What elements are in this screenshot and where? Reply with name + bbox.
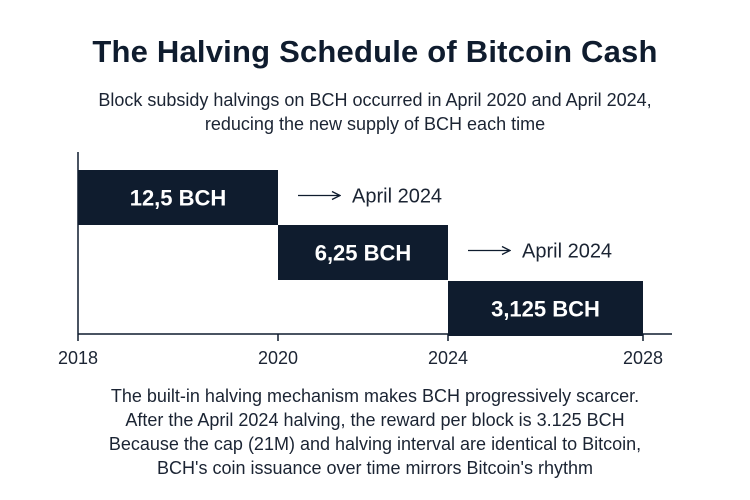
halving-bar: [78, 170, 278, 225]
arrow-annotation: April 2024: [522, 241, 612, 263]
subtitle-line: reducing the new supply of BCH each time: [204, 114, 546, 134]
caption-line: BCH's coin issuance over time mirrors Bi…: [157, 458, 593, 478]
page-title: The Halving Schedule of Bitcoin Cash: [92, 34, 658, 69]
bar-value-label: 3,125 BCH: [491, 297, 600, 322]
caption-line: The built-in halving mechanism makes BCH…: [110, 386, 640, 406]
bar-value-label: 12,5 BCH: [130, 186, 227, 211]
x-tick-label: 2028: [623, 348, 663, 368]
x-tick-label: 2018: [58, 348, 98, 368]
caption-line: After the April 2024 halving, the reward…: [125, 410, 625, 430]
bar-value-label: 6,25 BCH: [315, 241, 412, 266]
subtitle-line: Block subsidy halvings on BCH occurred i…: [98, 90, 652, 110]
page-subtitle: Block subsidy halvings on BCH occurred i…: [60, 88, 690, 136]
halving-bar: [448, 281, 643, 336]
halving-bar: [278, 225, 448, 280]
caption-line: Because the cap (21M) and halving interv…: [108, 434, 642, 454]
x-tick-label: 2024: [428, 348, 468, 368]
x-tick-label: 2020: [258, 348, 298, 368]
chart-caption: The built-in halving mechanism makes BCH…: [20, 384, 730, 480]
arrow-annotation: April 2024: [352, 186, 442, 208]
